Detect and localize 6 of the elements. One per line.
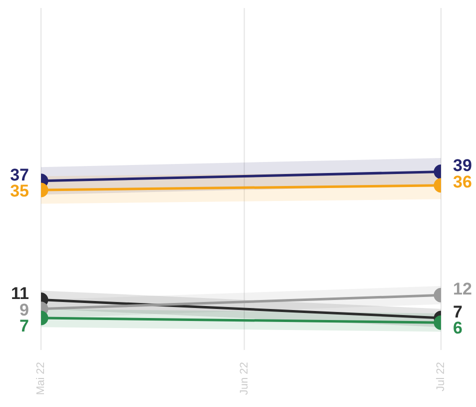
data-label: 7 [20,316,29,336]
data-label: 12 [453,280,472,299]
data-label: 6 [453,318,462,338]
data-label: 7 [453,302,462,322]
data-label: 35 [10,182,29,200]
data-label: 37 [10,165,29,184]
